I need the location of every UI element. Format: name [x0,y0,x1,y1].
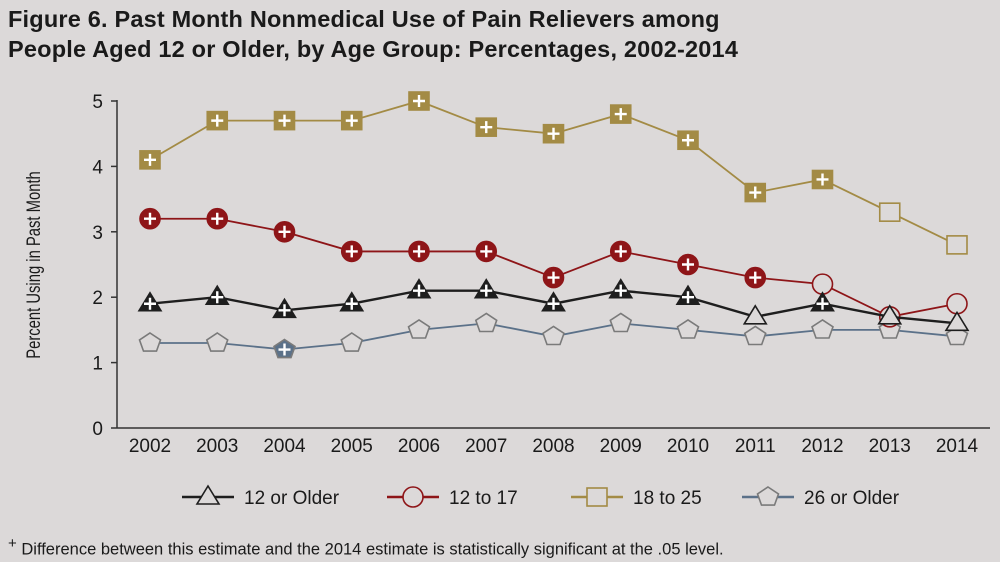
data-point [609,312,633,333]
footnote: + Difference between this estimate and t… [8,535,724,560]
data-point [340,332,364,352]
plus-sign-icon [211,114,224,127]
data-point [877,304,903,325]
plus-sign-icon [144,153,156,166]
y-tick-label: 5 [92,92,103,113]
legend-marker-square-icon [586,487,608,507]
x-tick-label: 2009 [600,436,642,457]
plus-sign-icon [278,225,291,238]
y-tick-label: 1 [92,354,103,375]
y-tick-label: 3 [92,223,103,244]
plus-sign-icon [614,108,627,121]
data-point [742,304,768,325]
plus-sign-icon [345,245,358,258]
chart-title-line1: Figure 6. Past Month Nonmedical Use of P… [8,6,720,32]
y-axis-label: Percent Using in Past Month [23,171,44,359]
plus-sign-icon [614,245,627,258]
series-26-or-older [138,312,969,359]
plus-sign-icon [816,173,829,186]
legend-item: 26 or Older [742,486,900,509]
plus-sign-icon [682,291,694,304]
x-tick-label: 2006 [398,436,440,457]
data-point [811,273,834,295]
data-point [946,292,968,315]
plus-sign-icon [144,297,156,310]
data-point [407,318,431,339]
legend-label: 18 to 25 [633,488,702,509]
chart-title-line2: People Aged 12 or Older, by Age Group: P… [8,36,739,62]
plus-sign-icon [278,304,291,317]
x-tick-label: 2014 [936,436,979,457]
data-point [743,325,767,346]
y-tick-label: 2 [92,288,103,309]
footnote-symbol: + [8,535,17,552]
plus-sign-icon [614,284,627,297]
legend-marker-pentagon-icon [756,486,780,506]
data-point [878,202,901,222]
plus-sign-icon [816,297,829,310]
series-line [149,100,958,246]
y-tick-label: 4 [92,157,103,178]
legend-item: 12 to 17 [387,486,518,509]
x-tick-label: 2010 [667,436,709,457]
plus-sign-icon [749,186,762,199]
plus-sign-icon [413,245,425,258]
plus-sign-icon [547,271,560,284]
plus-sign-icon [480,284,493,297]
plus-sign-icon [480,121,493,134]
data-point [944,310,970,332]
legend-marker-circle-icon [402,486,424,508]
legend-item: 12 or Older [182,484,340,509]
legend-label: 26 or Older [804,488,900,509]
x-tick-label: 2012 [801,436,843,457]
plus-sign-icon [547,297,560,310]
plus-sign-icon [345,297,358,310]
plus-sign-icon [413,95,425,107]
series-18-to-25 [139,91,968,255]
series-12-to-17 [139,207,968,328]
x-tick-label: 2013 [869,436,911,457]
data-point [474,312,498,333]
plus-sign-icon [749,271,762,284]
data-point [138,332,162,352]
plus-sign-icon [682,258,694,271]
series-12-or-older [137,278,970,332]
plus-sign-icon [345,114,358,127]
data-point [811,318,834,339]
x-tick-label: 2002 [129,436,171,457]
legend-label: 12 or Older [244,488,340,509]
plus-sign-icon [278,343,291,356]
x-tick-label: 2004 [263,436,306,457]
legend: 12 or Older 12 to 17 18 to 25 26 or Older [182,484,900,509]
legend-label: 12 to 17 [449,488,518,509]
y-tick-label: 0 [92,419,103,440]
x-tick-label: 2011 [735,436,776,457]
chart-title: Figure 6. Past Month Nonmedical Use of P… [8,4,738,64]
data-point [676,318,700,339]
x-tick-label: 2008 [532,436,574,457]
data-point [946,235,968,255]
plus-sign-icon [682,134,694,147]
data-point [205,332,229,352]
plus-sign-icon [278,114,291,127]
plus-sign-icon [413,284,425,297]
plus-sign-icon [144,212,156,225]
x-tick-label: 2003 [196,436,238,457]
plus-sign-icon [211,212,224,225]
legend-item: 18 to 25 [571,487,702,509]
data-point [542,325,565,346]
x-tick-label: 2005 [331,436,373,457]
x-tick-label: 2007 [465,436,507,457]
footnote-text: Difference between this estimate and the… [21,540,724,559]
plus-sign-icon [547,127,560,140]
plus-sign-icon [480,245,493,258]
plus-sign-icon [211,291,224,304]
legend-marker-triangle-icon [195,484,221,505]
